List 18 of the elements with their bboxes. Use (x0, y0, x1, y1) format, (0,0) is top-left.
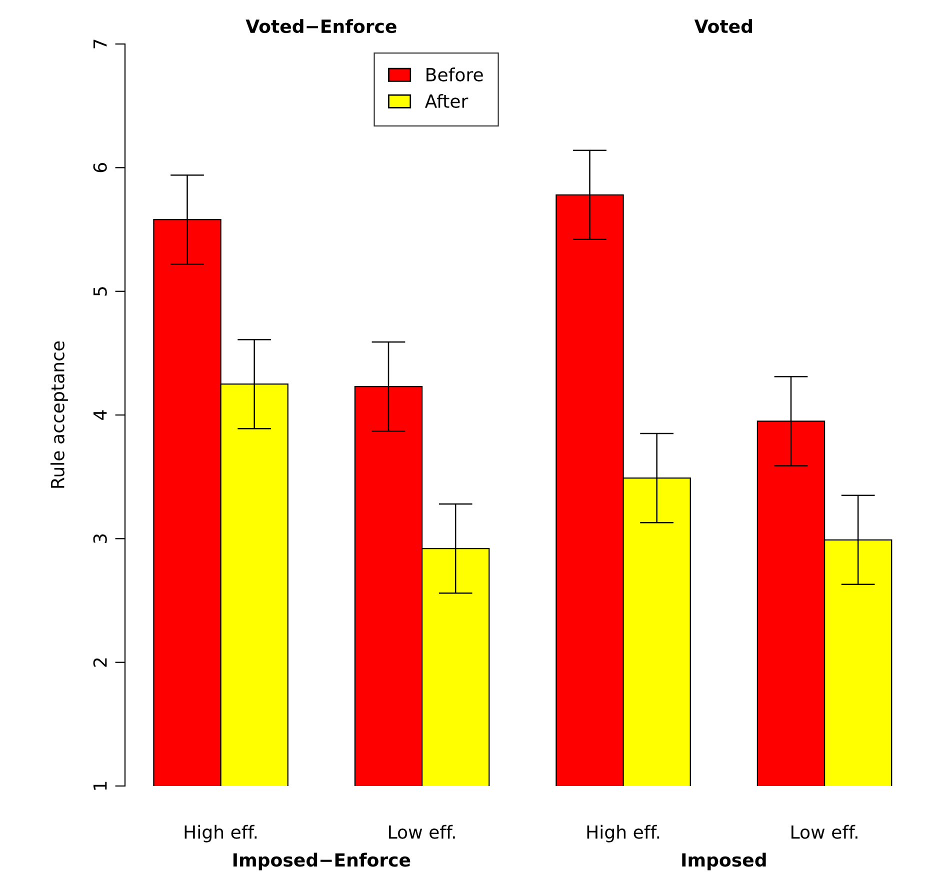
y-axis-title: Rule acceptance (50, 341, 68, 488)
legend-label: Before (426, 67, 483, 82)
y-tick-label: 3 (93, 534, 107, 544)
y-tick-label: 5 (94, 287, 107, 296)
y-tick-label: 7 (94, 40, 107, 48)
y-tick-label: 1 (94, 782, 107, 790)
text: Voted−Enforce (246, 19, 396, 34)
x-tick-label: High eff. (587, 824, 660, 842)
x-tick-label: Low eff. (389, 824, 455, 839)
x-tick-label: High eff. (184, 824, 257, 842)
text: Imposed (682, 852, 766, 870)
y-tick-label: 4 (94, 410, 107, 420)
y-tick-label: 6 (93, 163, 107, 172)
y-tick-label: 2 (93, 658, 107, 667)
text: Voted (694, 19, 752, 34)
text: Imposed−Enforce (233, 852, 410, 870)
legend-label: After (424, 94, 468, 108)
x-tick-label: Low eff. (792, 824, 858, 839)
